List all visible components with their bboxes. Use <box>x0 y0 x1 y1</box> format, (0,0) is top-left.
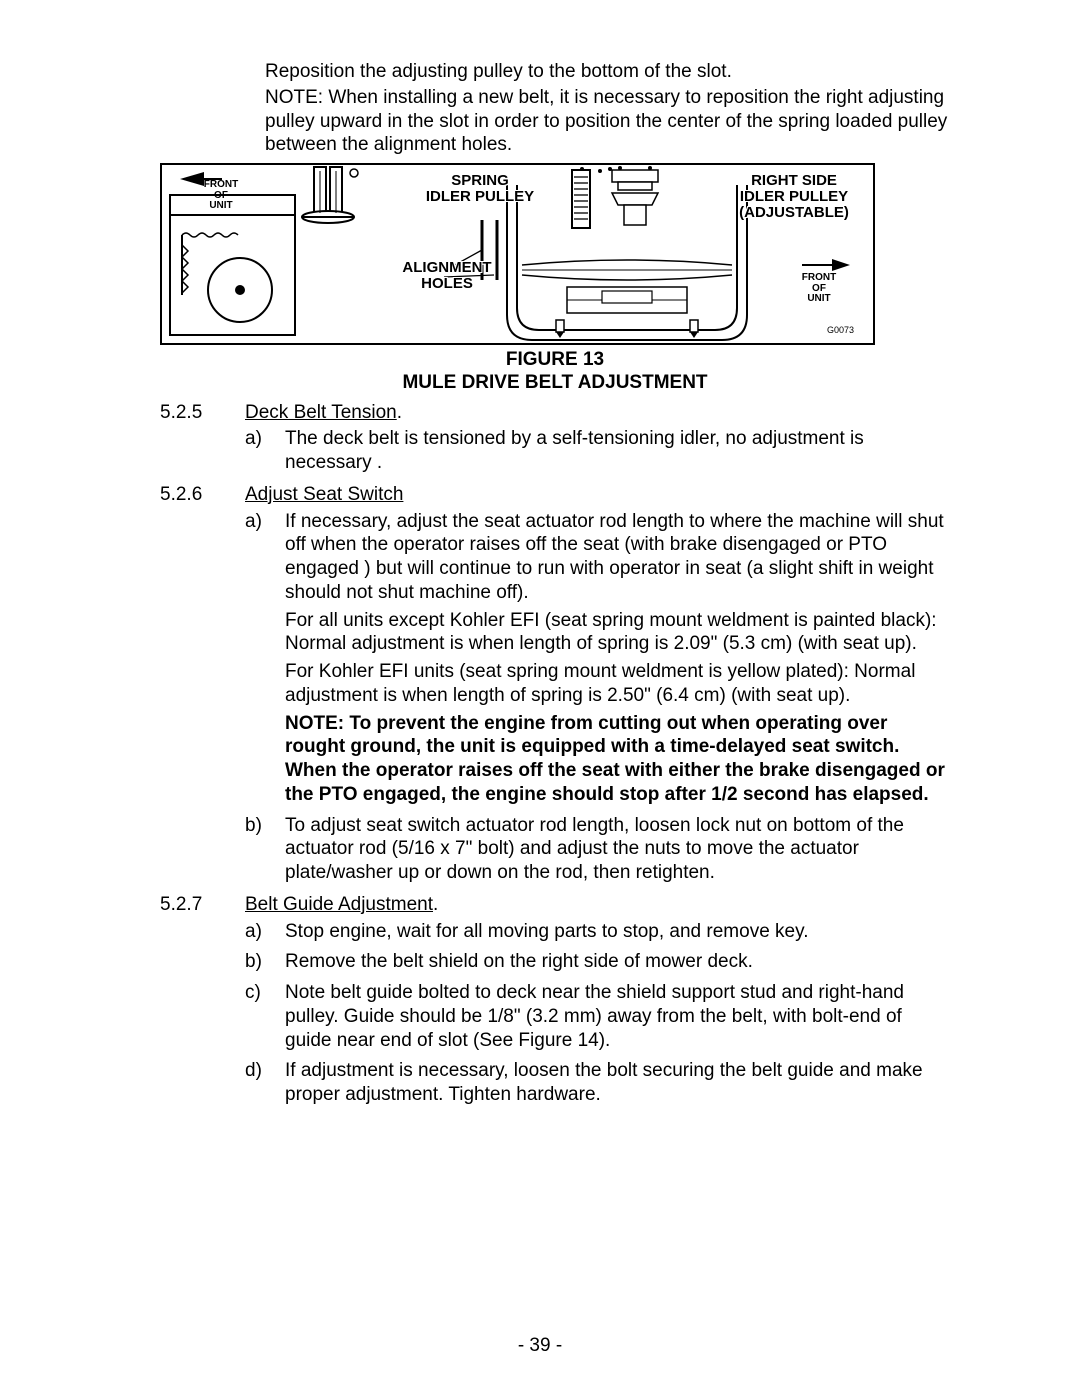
item-letter: d) <box>245 1059 285 1111</box>
figure-13-diagram: SPRING IDLER PULLEY RIGHT SIDE IDLER PUL… <box>160 163 875 345</box>
item-letter: a) <box>245 427 285 479</box>
section-number: 5.2.6 <box>160 483 245 507</box>
page-number: - 39 - <box>0 1335 1080 1357</box>
label-spring-idler: SPRING IDLER PULLEY <box>405 173 555 205</box>
section-number: 5.2.5 <box>160 401 245 425</box>
item-text-p1: If necessary, adjust the seat actuator r… <box>285 510 950 605</box>
item-letter: c) <box>245 981 285 1056</box>
item-text-p3: For Kohler EFI units (seat spring mount … <box>285 660 950 708</box>
intro-block: Reposition the adjusting pulley to the b… <box>160 60 950 157</box>
item-525a: a) The deck belt is tensioned by a self-… <box>160 427 950 479</box>
intro-line-1: Reposition the adjusting pulley to the b… <box>160 60 950 84</box>
section-527: 5.2.7 Belt Guide Adjustment. <box>160 893 950 917</box>
item-text: Remove the belt shield on the right side… <box>285 950 950 974</box>
section-526: 5.2.6 Adjust Seat Switch <box>160 483 950 507</box>
label-right-side-idler: RIGHT SIDE IDLER PULLEY (ADJUSTABLE) <box>719 173 869 220</box>
label-front-of-unit-right: FRONT OF UNIT <box>794 273 844 305</box>
label-alignment-holes: ALIGNMENT HOLES <box>387 260 507 292</box>
item-text: If adjustment is necessary, loosen the b… <box>285 1059 950 1107</box>
label-front-of-unit-left: FRONT OF UNIT <box>196 180 246 212</box>
section-title: Deck Belt Tension <box>245 402 397 423</box>
item-letter: b) <box>245 950 285 978</box>
item-527b: b) Remove the belt shield on the right s… <box>160 950 950 978</box>
item-527c: c) Note belt guide bolted to deck near t… <box>160 981 950 1056</box>
item-letter: a) <box>245 510 285 811</box>
item-527a: a) Stop engine, wait for all moving part… <box>160 920 950 948</box>
intro-line-2: NOTE: When installing a new belt, it is … <box>160 86 950 157</box>
item-526b: b) To adjust seat switch actuator rod le… <box>160 814 950 889</box>
item-letter: a) <box>245 920 285 948</box>
label-figure-code: G0073 <box>827 325 854 335</box>
item-letter: b) <box>245 814 285 889</box>
section-title: Belt Guide Adjustment <box>245 894 433 915</box>
manual-page: Reposition the adjusting pulley to the b… <box>0 0 1080 1397</box>
item-527d: d) If adjustment is necessary, loosen th… <box>160 1059 950 1111</box>
figure-caption: FIGURE 13 MULE DRIVE BELT ADJUSTMENT <box>160 349 950 395</box>
item-526a: a) If necessary, adjust the seat actuato… <box>160 510 950 811</box>
item-text: To adjust seat switch actuator rod lengt… <box>285 814 950 885</box>
item-text: Stop engine, wait for all moving parts t… <box>285 920 950 944</box>
item-text-p2: For all units except Kohler EFI (seat sp… <box>285 609 950 657</box>
item-text: The deck belt is tensioned by a self-ten… <box>285 427 950 475</box>
item-note: NOTE: To prevent the engine from cutting… <box>285 712 950 807</box>
caption-line-1: FIGURE 13 <box>506 349 604 370</box>
section-title: Adjust Seat Switch <box>245 484 403 505</box>
item-text: Note belt guide bolted to deck near the … <box>285 981 950 1052</box>
section-number: 5.2.7 <box>160 893 245 917</box>
section-525: 5.2.5 Deck Belt Tension. <box>160 401 950 425</box>
caption-line-2: MULE DRIVE BELT ADJUSTMENT <box>402 372 707 393</box>
